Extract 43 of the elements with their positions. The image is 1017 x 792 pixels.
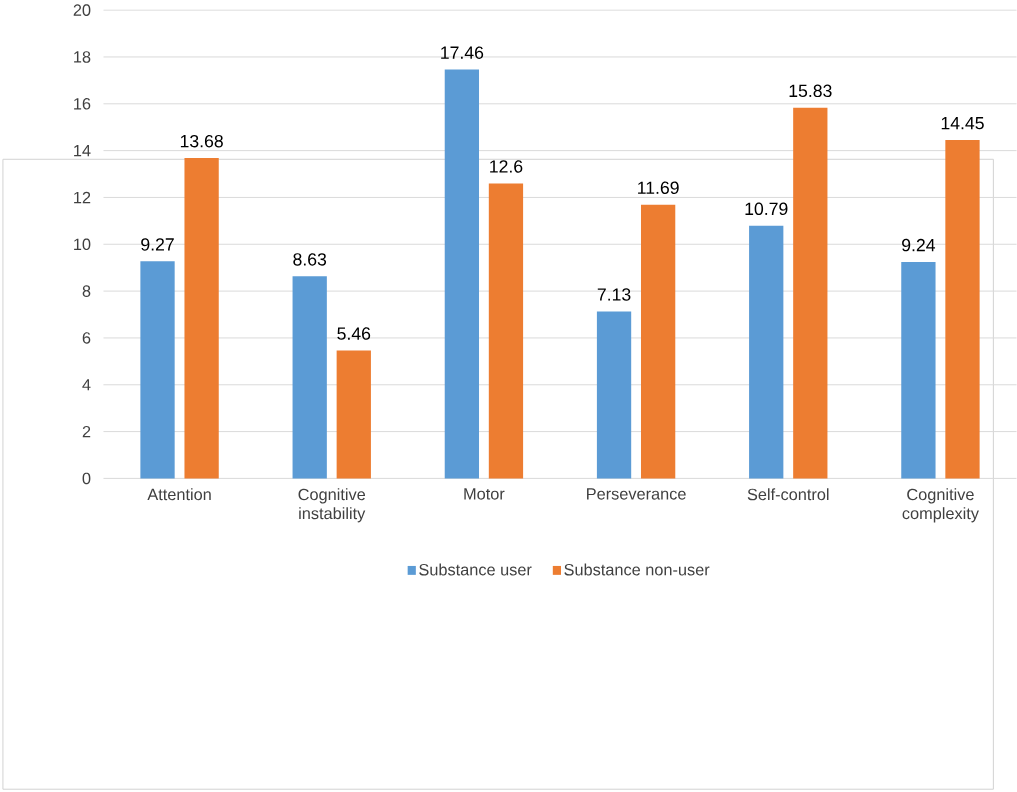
data-label: 5.46 <box>337 327 371 340</box>
data-label: 9.27 <box>141 238 174 251</box>
bar <box>640 204 676 479</box>
data-label: 13.68 <box>180 134 223 148</box>
y-tick-label: 20 <box>73 4 91 16</box>
y-tick-label: 16 <box>74 97 91 110</box>
bar <box>336 350 371 479</box>
y-tick-label: 18 <box>74 51 91 63</box>
bar <box>901 261 936 479</box>
bar <box>793 107 828 479</box>
x-tick-label: Perseverance <box>587 488 686 500</box>
data-label: 12.6 <box>490 160 523 173</box>
legend-label: Substance user <box>419 563 532 576</box>
bar <box>596 311 632 479</box>
bar <box>444 69 480 479</box>
bar <box>488 183 524 479</box>
bar <box>749 225 784 479</box>
y-tick-label: 14 <box>74 144 91 157</box>
y-tick-label: 10 <box>74 238 91 250</box>
y-tick-label: 0 <box>82 472 91 485</box>
data-label: 11.69 <box>638 181 679 194</box>
y-tick-label: 8 <box>82 285 91 297</box>
x-tick-label: Motor <box>464 488 505 500</box>
bar <box>945 140 980 479</box>
y-tick-label: 2 <box>82 425 91 438</box>
data-label: 8.63 <box>293 253 327 266</box>
data-label: 15.83 <box>789 84 832 97</box>
data-label: 10.79 <box>745 202 788 215</box>
x-tick-label: Self-control <box>747 488 829 501</box>
data-label: 14.45 <box>941 116 984 130</box>
data-label: 17.46 <box>441 46 484 59</box>
bar <box>292 276 327 479</box>
x-tick-label: Cognitive complexity <box>902 488 979 523</box>
y-tick-label: 4 <box>82 379 91 391</box>
bar <box>184 158 219 479</box>
data-label: 9.24 <box>902 238 936 252</box>
data-label: 7.13 <box>597 288 631 301</box>
legend-label: Substance non-user <box>564 563 710 576</box>
y-tick-label: 12 <box>74 191 91 204</box>
y-tick-label: 6 <box>82 332 91 344</box>
bar <box>140 261 175 479</box>
x-tick-label: Cognitive instability <box>298 488 366 523</box>
x-tick-label: Attention <box>147 488 211 501</box>
